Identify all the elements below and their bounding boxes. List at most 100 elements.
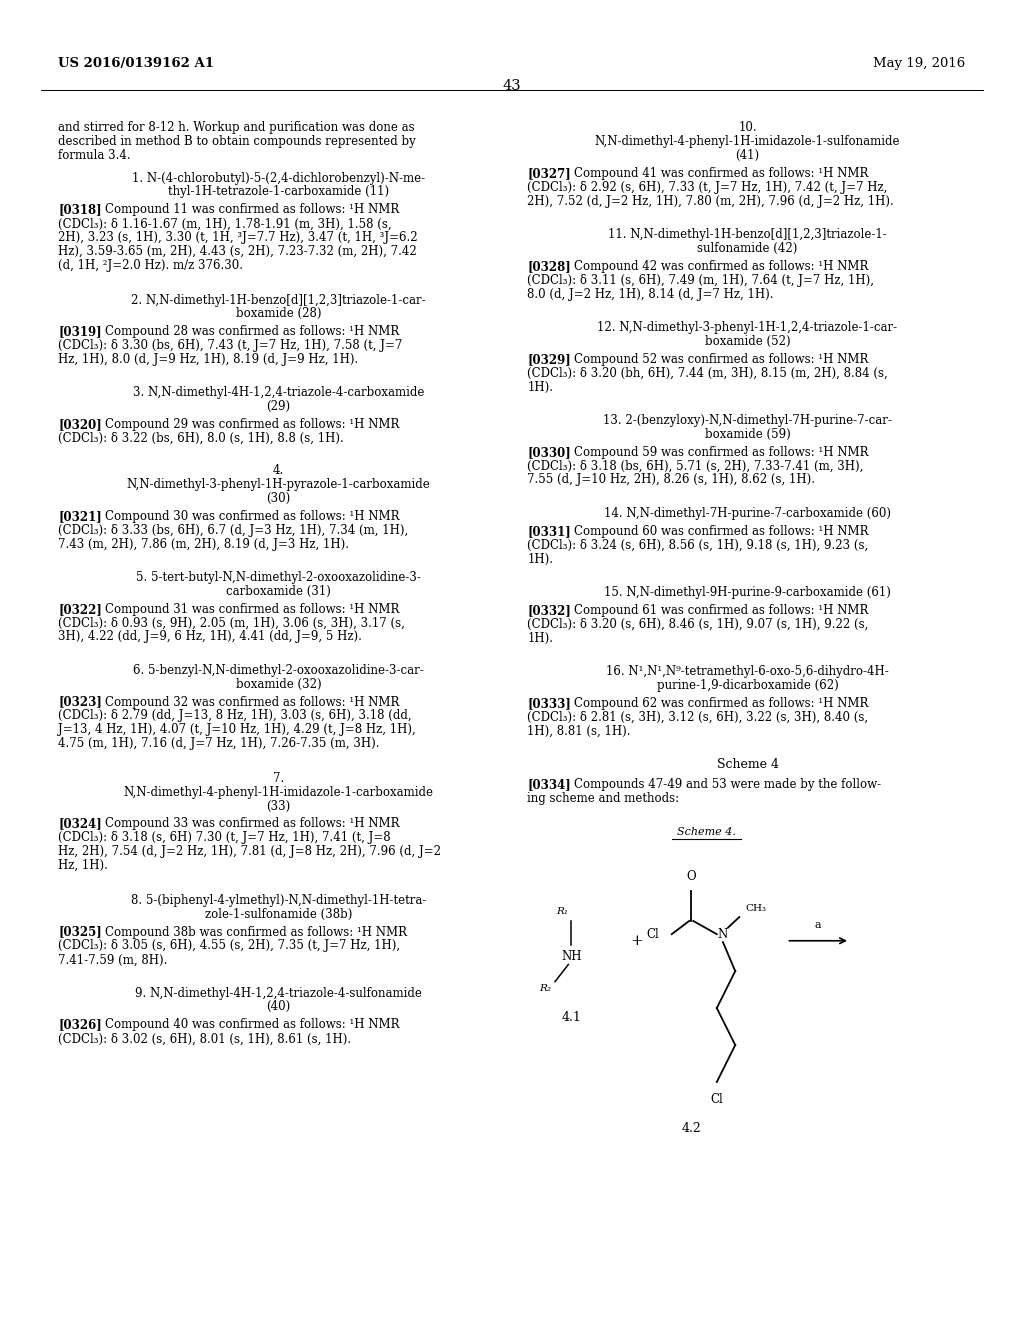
- Text: Scheme 4.: Scheme 4.: [677, 826, 736, 837]
- Text: US 2016/0139162 A1: US 2016/0139162 A1: [58, 57, 214, 70]
- Text: 7.43 (m, 2H), 7.86 (m, 2H), 8.19 (d, J=3 Hz, 1H).: 7.43 (m, 2H), 7.86 (m, 2H), 8.19 (d, J=3…: [58, 537, 349, 550]
- Text: Compound 28 was confirmed as follows: ¹H NMR: Compound 28 was confirmed as follows: ¹H…: [90, 326, 399, 338]
- Text: 9. N,N-dimethyl-4H-1,2,4-triazole-4-sulfonamide: 9. N,N-dimethyl-4H-1,2,4-triazole-4-sulf…: [135, 986, 422, 999]
- Text: thyl-1H-tetrazole-1-carboxamide (11): thyl-1H-tetrazole-1-carboxamide (11): [168, 186, 389, 198]
- Text: Compound 30 was confirmed as follows: ¹H NMR: Compound 30 was confirmed as follows: ¹H…: [90, 510, 399, 523]
- Text: N,N-dimethyl-4-phenyl-1H-imidazole-1-carboxamide: N,N-dimethyl-4-phenyl-1H-imidazole-1-car…: [124, 785, 433, 799]
- Text: Cl: Cl: [711, 1093, 723, 1106]
- Text: [0320]: [0320]: [58, 418, 102, 432]
- Text: 11. N,N-dimethyl-1H-benzo[d][1,2,3]triazole-1-: 11. N,N-dimethyl-1H-benzo[d][1,2,3]triaz…: [608, 228, 887, 242]
- Text: 2H), 7.52 (d, J=2 Hz, 1H), 7.80 (m, 2H), 7.96 (d, J=2 Hz, 1H).: 2H), 7.52 (d, J=2 Hz, 1H), 7.80 (m, 2H),…: [527, 195, 894, 207]
- Text: N: N: [718, 928, 728, 941]
- Text: (CDCl₃): δ 3.18 (s, 6H) 7.30 (t, J=7 Hz, 1H), 7.41 (t, J=8: (CDCl₃): δ 3.18 (s, 6H) 7.30 (t, J=7 Hz,…: [58, 832, 391, 845]
- Text: 4.: 4.: [273, 465, 284, 477]
- Text: (30): (30): [266, 492, 291, 504]
- Text: Cl: Cl: [647, 928, 659, 941]
- Text: 2. N,N-dimethyl-1H-benzo[d][1,2,3]triazole-1-car-: 2. N,N-dimethyl-1H-benzo[d][1,2,3]triazo…: [131, 293, 426, 306]
- Text: 13. 2-(benzyloxy)-N,N-dimethyl-7H-purine-7-car-: 13. 2-(benzyloxy)-N,N-dimethyl-7H-purine…: [603, 414, 892, 426]
- Text: [0325]: [0325]: [58, 925, 102, 939]
- Text: a: a: [815, 920, 821, 931]
- Text: [0330]: [0330]: [527, 446, 571, 459]
- Text: ing scheme and methods:: ing scheme and methods:: [527, 792, 680, 805]
- Text: 4.2: 4.2: [681, 1122, 701, 1135]
- Text: boxamide (59): boxamide (59): [705, 428, 791, 441]
- Text: Compound 32 was confirmed as follows: ¹H NMR: Compound 32 was confirmed as follows: ¹H…: [90, 696, 399, 709]
- Text: 3. N,N-dimethyl-4H-1,2,4-triazole-4-carboxamide: 3. N,N-dimethyl-4H-1,2,4-triazole-4-carb…: [133, 387, 424, 400]
- Text: (40): (40): [266, 1001, 291, 1014]
- Text: (CDCl₃): δ 3.11 (s, 6H), 7.49 (m, 1H), 7.64 (t, J=7 Hz, 1H),: (CDCl₃): δ 3.11 (s, 6H), 7.49 (m, 1H), 7…: [527, 275, 874, 286]
- Text: (41): (41): [735, 149, 760, 162]
- Text: [0333]: [0333]: [527, 697, 571, 710]
- Text: Compounds 47-49 and 53 were made by the follow-: Compounds 47-49 and 53 were made by the …: [559, 779, 882, 792]
- Text: CH₃: CH₃: [745, 904, 767, 913]
- Text: 2H), 3.23 (s, 1H), 3.30 (t, 1H, ³J=7.7 Hz), 3.47 (t, 1H, ³J=6.2: 2H), 3.23 (s, 1H), 3.30 (t, 1H, ³J=7.7 H…: [58, 231, 418, 244]
- Text: 14. N,N-dimethyl-7H-purine-7-carboxamide (60): 14. N,N-dimethyl-7H-purine-7-carboxamide…: [604, 507, 891, 520]
- Text: 5. 5-tert-butyl-N,N-dimethyl-2-oxooxazolidine-3-: 5. 5-tert-butyl-N,N-dimethyl-2-oxooxazol…: [136, 570, 421, 583]
- Text: Compound 40 was confirmed as follows: ¹H NMR: Compound 40 was confirmed as follows: ¹H…: [90, 1019, 399, 1031]
- Text: Compound 33 was confirmed as follows: ¹H NMR: Compound 33 was confirmed as follows: ¹H…: [90, 817, 399, 830]
- Text: Compound 11 was confirmed as follows: ¹H NMR: Compound 11 was confirmed as follows: ¹H…: [90, 203, 399, 216]
- Text: [0318]: [0318]: [58, 203, 102, 216]
- Text: [0331]: [0331]: [527, 525, 571, 537]
- Text: Compound 31 was confirmed as follows: ¹H NMR: Compound 31 was confirmed as follows: ¹H…: [90, 603, 399, 615]
- Text: 1H).: 1H).: [527, 553, 553, 565]
- Text: 12. N,N-dimethyl-3-phenyl-1H-1,2,4-triazole-1-car-: 12. N,N-dimethyl-3-phenyl-1H-1,2,4-triaz…: [597, 321, 898, 334]
- Text: boxamide (52): boxamide (52): [705, 335, 791, 348]
- Text: (CDCl₃): δ 2.81 (s, 3H), 3.12 (s, 6H), 3.22 (s, 3H), 8.40 (s,: (CDCl₃): δ 2.81 (s, 3H), 3.12 (s, 6H), 3…: [527, 710, 868, 723]
- Text: boxamide (32): boxamide (32): [236, 677, 322, 690]
- Text: purine-1,9-dicarboxamide (62): purine-1,9-dicarboxamide (62): [656, 678, 839, 692]
- Text: May 19, 2016: May 19, 2016: [873, 57, 966, 70]
- Text: described in method B to obtain compounds represented by: described in method B to obtain compound…: [58, 135, 416, 148]
- Text: Compound 60 was confirmed as follows: ¹H NMR: Compound 60 was confirmed as follows: ¹H…: [559, 525, 868, 537]
- Text: N,N-dimethyl-4-phenyl-1H-imidazole-1-sulfonamide: N,N-dimethyl-4-phenyl-1H-imidazole-1-sul…: [595, 135, 900, 148]
- Text: Hz), 3.59-3.65 (m, 2H), 4.43 (s, 2H), 7.23-7.32 (m, 2H), 7.42: Hz), 3.59-3.65 (m, 2H), 4.43 (s, 2H), 7.…: [58, 246, 417, 257]
- Text: R₁: R₁: [556, 907, 568, 916]
- Text: [0322]: [0322]: [58, 603, 102, 615]
- Text: Compound 62 was confirmed as follows: ¹H NMR: Compound 62 was confirmed as follows: ¹H…: [559, 697, 868, 710]
- Text: Hz, 1H), 8.0 (d, J=9 Hz, 1H), 8.19 (d, J=9 Hz, 1H).: Hz, 1H), 8.0 (d, J=9 Hz, 1H), 8.19 (d, J…: [58, 354, 358, 366]
- Text: Compound 41 was confirmed as follows: ¹H NMR: Compound 41 was confirmed as follows: ¹H…: [559, 168, 868, 180]
- Text: Compound 52 was confirmed as follows: ¹H NMR: Compound 52 was confirmed as follows: ¹H…: [559, 352, 868, 366]
- Text: Compound 29 was confirmed as follows: ¹H NMR: Compound 29 was confirmed as follows: ¹H…: [90, 418, 399, 432]
- Text: Compound 61 was confirmed as follows: ¹H NMR: Compound 61 was confirmed as follows: ¹H…: [559, 603, 868, 616]
- Text: Compound 59 was confirmed as follows: ¹H NMR: Compound 59 was confirmed as follows: ¹H…: [559, 446, 868, 459]
- Text: Hz, 1H).: Hz, 1H).: [58, 859, 109, 873]
- Text: (29): (29): [266, 400, 291, 413]
- Text: 6. 5-benzyl-N,N-dimethyl-2-oxooxazolidine-3-car-: 6. 5-benzyl-N,N-dimethyl-2-oxooxazolidin…: [133, 664, 424, 677]
- Text: (CDCl₃): δ 2.79 (dd, J=13, 8 Hz, 1H), 3.03 (s, 6H), 3.18 (dd,: (CDCl₃): δ 2.79 (dd, J=13, 8 Hz, 1H), 3.…: [58, 709, 412, 722]
- Text: [0326]: [0326]: [58, 1019, 102, 1031]
- Text: Compound 38b was confirmed as follows: ¹H NMR: Compound 38b was confirmed as follows: ¹…: [90, 925, 408, 939]
- Text: 4.1: 4.1: [561, 1011, 582, 1024]
- Text: (CDCl₃): δ 3.33 (bs, 6H), 6.7 (d, J=3 Hz, 1H), 7.34 (m, 1H),: (CDCl₃): δ 3.33 (bs, 6H), 6.7 (d, J=3 Hz…: [58, 524, 409, 537]
- Text: (CDCl₃): δ 3.20 (s, 6H), 8.46 (s, 1H), 9.07 (s, 1H), 9.22 (s,: (CDCl₃): δ 3.20 (s, 6H), 8.46 (s, 1H), 9…: [527, 618, 868, 631]
- Text: (CDCl₃): δ 3.20 (bh, 6H), 7.44 (m, 3H), 8.15 (m, 2H), 8.84 (s,: (CDCl₃): δ 3.20 (bh, 6H), 7.44 (m, 3H), …: [527, 367, 888, 380]
- Text: boxamide (28): boxamide (28): [236, 308, 322, 321]
- Text: [0332]: [0332]: [527, 603, 571, 616]
- Text: Compound 42 was confirmed as follows: ¹H NMR: Compound 42 was confirmed as follows: ¹H…: [559, 260, 868, 273]
- Text: carboxamide (31): carboxamide (31): [226, 585, 331, 598]
- Text: 1H).: 1H).: [527, 380, 553, 393]
- Text: sulfonamide (42): sulfonamide (42): [697, 242, 798, 255]
- Text: (CDCl₃): δ 1.16-1.67 (m, 1H), 1.78-1.91 (m, 3H), 1.58 (s,: (CDCl₃): δ 1.16-1.67 (m, 1H), 1.78-1.91 …: [58, 218, 392, 230]
- Text: 4.75 (m, 1H), 7.16 (d, J=7 Hz, 1H), 7.26-7.35 (m, 3H).: 4.75 (m, 1H), 7.16 (d, J=7 Hz, 1H), 7.26…: [58, 737, 380, 750]
- Text: [0334]: [0334]: [527, 779, 571, 792]
- Text: (CDCl₃): δ 3.22 (bs, 6H), 8.0 (s, 1H), 8.8 (s, 1H).: (CDCl₃): δ 3.22 (bs, 6H), 8.0 (s, 1H), 8…: [58, 432, 344, 445]
- Text: 1. N-(4-chlorobutyl)-5-(2,4-dichlorobenzyl)-N-me-: 1. N-(4-chlorobutyl)-5-(2,4-dichlorobenz…: [132, 172, 425, 185]
- Text: [0327]: [0327]: [527, 168, 571, 180]
- Text: (CDCl₃): δ 3.30 (bs, 6H), 7.43 (t, J=7 Hz, 1H), 7.58 (t, J=7: (CDCl₃): δ 3.30 (bs, 6H), 7.43 (t, J=7 H…: [58, 339, 402, 352]
- Text: (CDCl₃): δ 3.02 (s, 6H), 8.01 (s, 1H), 8.61 (s, 1H).: (CDCl₃): δ 3.02 (s, 6H), 8.01 (s, 1H), 8…: [58, 1032, 351, 1045]
- Text: Hz, 2H), 7.54 (d, J=2 Hz, 1H), 7.81 (d, J=8 Hz, 2H), 7.96 (d, J=2: Hz, 2H), 7.54 (d, J=2 Hz, 1H), 7.81 (d, …: [58, 845, 441, 858]
- Text: [0321]: [0321]: [58, 510, 102, 523]
- Text: 10.: 10.: [738, 121, 757, 135]
- Text: 1H).: 1H).: [527, 631, 553, 644]
- Text: N,N-dimethyl-3-phenyl-1H-pyrazole-1-carboxamide: N,N-dimethyl-3-phenyl-1H-pyrazole-1-carb…: [127, 478, 430, 491]
- Text: and stirred for 8-12 h. Workup and purification was done as: and stirred for 8-12 h. Workup and purif…: [58, 121, 415, 135]
- Text: (CDCl₃): δ 2.92 (s, 6H), 7.33 (t, J=7 Hz, 1H), 7.42 (t, J=7 Hz,: (CDCl₃): δ 2.92 (s, 6H), 7.33 (t, J=7 Hz…: [527, 181, 888, 194]
- Text: R₂: R₂: [539, 985, 551, 994]
- Text: (CDCl₃): δ 3.24 (s, 6H), 8.56 (s, 1H), 9.18 (s, 1H), 9.23 (s,: (CDCl₃): δ 3.24 (s, 6H), 8.56 (s, 1H), 9…: [527, 539, 868, 552]
- Text: 1H), 8.81 (s, 1H).: 1H), 8.81 (s, 1H).: [527, 725, 631, 738]
- Text: [0328]: [0328]: [527, 260, 571, 273]
- Text: J=13, 4 Hz, 1H), 4.07 (t, J=10 Hz, 1H), 4.29 (t, J=8 Hz, 1H),: J=13, 4 Hz, 1H), 4.07 (t, J=10 Hz, 1H), …: [58, 723, 416, 737]
- Text: 3H), 4.22 (dd, J=9, 6 Hz, 1H), 4.41 (dd, J=9, 5 Hz).: 3H), 4.22 (dd, J=9, 6 Hz, 1H), 4.41 (dd,…: [58, 631, 362, 643]
- Text: zole-1-sulfonamide (38b): zole-1-sulfonamide (38b): [205, 908, 352, 920]
